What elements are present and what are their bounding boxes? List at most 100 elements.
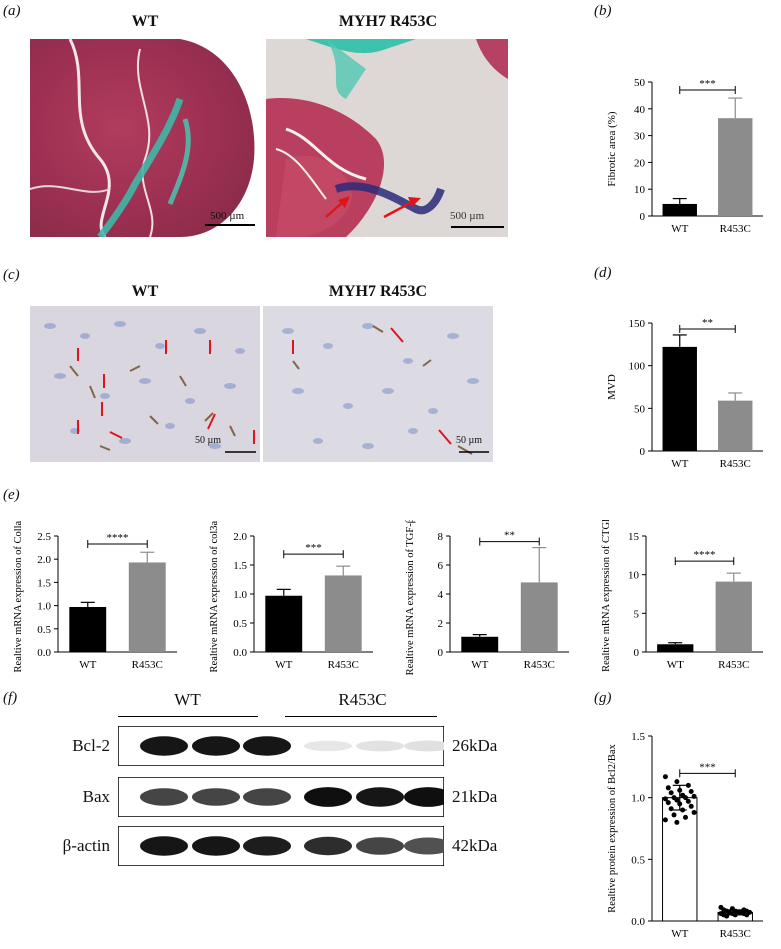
y-tick-label: 1.5 bbox=[37, 577, 51, 589]
y-tick-label: 150 bbox=[629, 318, 646, 330]
bar bbox=[265, 595, 303, 652]
chart-colla1-expression: 0.0 0.5 1.0 1.5 2.0 2.5 Realtive mRNA expressi… bbox=[13, 520, 177, 672]
significance-marker: **** bbox=[107, 532, 129, 544]
blot-row-label: β-actin bbox=[62, 836, 110, 855]
data-point bbox=[682, 814, 688, 820]
y-tick-label: 0.0 bbox=[631, 916, 645, 928]
blot-row-label: Bcl-2 bbox=[72, 736, 110, 755]
blot-band bbox=[140, 788, 188, 806]
image-title-r453c: MYH7 R453C bbox=[338, 13, 438, 30]
scale-bar-label-a-wt: 500 µm bbox=[210, 210, 245, 222]
data-point bbox=[680, 807, 686, 813]
blot-band bbox=[243, 736, 291, 756]
blot-band bbox=[304, 787, 352, 807]
blot-band bbox=[243, 836, 291, 856]
blot-row-label: Bax bbox=[82, 787, 110, 806]
bar bbox=[520, 582, 558, 652]
data-point bbox=[662, 796, 668, 802]
y-tick-label: 100 bbox=[629, 361, 646, 373]
blot-group-underline-wt bbox=[118, 716, 258, 717]
y-axis-label: Realtive mRNA expression of Colla1 bbox=[13, 520, 24, 672]
blot-band bbox=[356, 837, 404, 855]
x-tick-label: R453C bbox=[720, 928, 751, 940]
y-tick-label: 15 bbox=[628, 531, 640, 543]
chart-fibrotic-area: 0 10 20 30 40 50 Fibrotic area (%) WT R453C *** bbox=[606, 77, 763, 235]
data-point bbox=[674, 779, 680, 785]
y-tick-label: 1.0 bbox=[631, 793, 645, 805]
chart-ctgf-expression: 0 5 10 15 Realtive mRNA expression of CTGF WT… bbox=[601, 520, 763, 672]
data-point bbox=[665, 785, 671, 791]
panel-label-g: (g) bbox=[594, 690, 612, 706]
blot-band bbox=[243, 788, 291, 806]
bar bbox=[461, 636, 499, 652]
y-tick-label: 1.0 bbox=[233, 589, 247, 601]
y-tick-label: 20 bbox=[634, 157, 646, 169]
panel-label-f: (f) bbox=[3, 690, 18, 706]
y-tick-label: 5 bbox=[634, 608, 640, 620]
ihc-image-r453c bbox=[263, 306, 493, 462]
blot-strip bbox=[118, 826, 444, 866]
bar bbox=[657, 644, 694, 652]
blot-strip bbox=[118, 726, 444, 766]
y-axis-label: Fibrotic area (%) bbox=[606, 111, 618, 186]
x-tick-label: R453C bbox=[718, 659, 749, 671]
x-tick-label: WT bbox=[79, 659, 96, 671]
significance-marker: ** bbox=[702, 317, 713, 329]
y-tick-label: 2.0 bbox=[233, 531, 247, 543]
panel-label-a: (a) bbox=[3, 3, 21, 19]
y-axis-label: Realtive mRNA expression of TGF-β1 bbox=[405, 520, 416, 675]
blot-strip bbox=[118, 777, 444, 817]
y-tick-label: 0 bbox=[634, 647, 640, 659]
x-tick-label: R453C bbox=[720, 223, 751, 235]
x-tick-label: WT bbox=[671, 928, 688, 940]
blot-band bbox=[404, 837, 444, 855]
blot-band bbox=[404, 787, 444, 807]
panel-label-b: (b) bbox=[594, 3, 612, 19]
x-tick-label: R453C bbox=[132, 659, 163, 671]
x-tick-label: WT bbox=[667, 659, 684, 671]
y-axis-label: Realtive mRNA expression of col3a1 bbox=[209, 520, 220, 672]
y-tick-label: 0 bbox=[438, 647, 444, 659]
blot-band bbox=[140, 736, 188, 756]
y-tick-label: 8 bbox=[438, 531, 444, 543]
scale-bar-label-c-wt: 50 µm bbox=[195, 435, 222, 446]
data-point bbox=[732, 912, 738, 918]
data-point bbox=[662, 817, 668, 823]
y-tick-label: 2.5 bbox=[37, 531, 51, 543]
scale-bar-label-a-r453c: 500 µm bbox=[450, 210, 485, 222]
y-tick-label: 2.0 bbox=[37, 554, 51, 566]
data-point bbox=[744, 912, 750, 918]
y-tick-label: 1.0 bbox=[37, 601, 51, 613]
blot-group-underline-r453c bbox=[285, 716, 437, 717]
bar bbox=[718, 118, 753, 216]
y-tick-label: 0.5 bbox=[37, 624, 51, 636]
y-tick-label: 0.0 bbox=[233, 647, 247, 659]
bar bbox=[662, 797, 698, 922]
bar bbox=[324, 575, 362, 652]
masson-stain-image-wt bbox=[30, 39, 260, 237]
data-point bbox=[688, 789, 694, 794]
data-point bbox=[671, 812, 677, 818]
bar bbox=[69, 606, 107, 652]
data-point bbox=[674, 797, 680, 803]
ihc-title-r453c: MYH7 R453C bbox=[328, 283, 428, 300]
data-point bbox=[668, 790, 674, 796]
blot-molecular-weight: 21kDa bbox=[452, 787, 498, 806]
blot-band bbox=[140, 836, 188, 856]
blot-band bbox=[192, 788, 240, 806]
data-point bbox=[665, 800, 671, 806]
blot-group-label-wt: WT bbox=[174, 690, 201, 709]
bar bbox=[128, 562, 166, 652]
data-point bbox=[677, 787, 683, 793]
bar bbox=[718, 400, 753, 451]
x-tick-label: WT bbox=[275, 659, 292, 671]
y-tick-label: 50 bbox=[634, 77, 646, 89]
x-tick-label: R453C bbox=[720, 458, 751, 470]
x-tick-label: R453C bbox=[328, 659, 359, 671]
y-tick-label: 1.5 bbox=[631, 731, 645, 743]
y-axis-label: Realtive mRNA expression of CTGF bbox=[601, 520, 612, 672]
x-tick-label: WT bbox=[671, 458, 688, 470]
x-tick-label: WT bbox=[471, 659, 488, 671]
data-point bbox=[668, 806, 674, 812]
y-tick-label: 0 bbox=[640, 211, 646, 223]
